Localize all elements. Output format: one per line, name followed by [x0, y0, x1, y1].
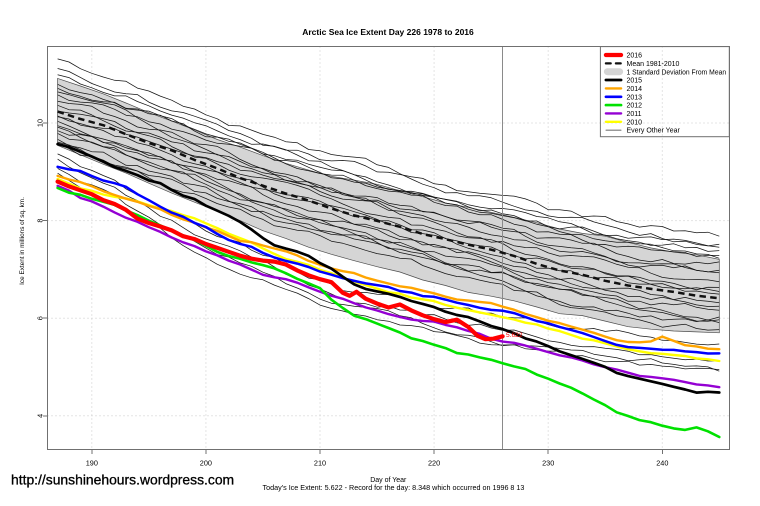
svg-text:220: 220: [428, 459, 440, 468]
svg-text:2014: 2014: [627, 86, 643, 93]
svg-text:210: 210: [314, 459, 326, 468]
svg-text:5.622: 5.622: [506, 332, 523, 339]
svg-text:2010: 2010: [627, 119, 643, 126]
svg-text:190: 190: [86, 459, 98, 468]
svg-text:Day of Year: Day of Year: [370, 477, 407, 484]
svg-text:200: 200: [200, 459, 212, 468]
svg-text:10: 10: [36, 119, 45, 127]
svg-text:2012: 2012: [627, 103, 643, 110]
svg-text:Mean 1981-2010: Mean 1981-2010: [627, 61, 680, 68]
svg-text:Arctic Sea Ice Extent Day 226: Arctic Sea Ice Extent Day 226 1978 to 20…: [302, 27, 474, 37]
svg-text:2016: 2016: [627, 53, 643, 60]
svg-text:Today's Ice Extent: 5.622 - R: Today's Ice Extent: 5.622 - Record for t…: [263, 483, 525, 492]
svg-text:240: 240: [656, 459, 668, 468]
svg-text:2011: 2011: [627, 111, 642, 118]
svg-text:Every Other Year: Every Other Year: [627, 128, 681, 135]
svg-text:http://sunshinehours.wordpress: http://sunshinehours.wordpress.com: [11, 471, 234, 487]
svg-text:6: 6: [36, 316, 45, 320]
svg-text:2013: 2013: [627, 94, 643, 101]
svg-text:8: 8: [36, 219, 45, 223]
svg-text:Ice Extent in millions of sq.: Ice Extent in millions of sq. km.: [19, 197, 26, 285]
svg-text:4: 4: [36, 414, 45, 418]
svg-text:2015: 2015: [627, 78, 643, 85]
svg-text:1 Standard Deviation From Mean: 1 Standard Deviation From Mean: [627, 69, 727, 76]
svg-text:230: 230: [542, 459, 554, 468]
